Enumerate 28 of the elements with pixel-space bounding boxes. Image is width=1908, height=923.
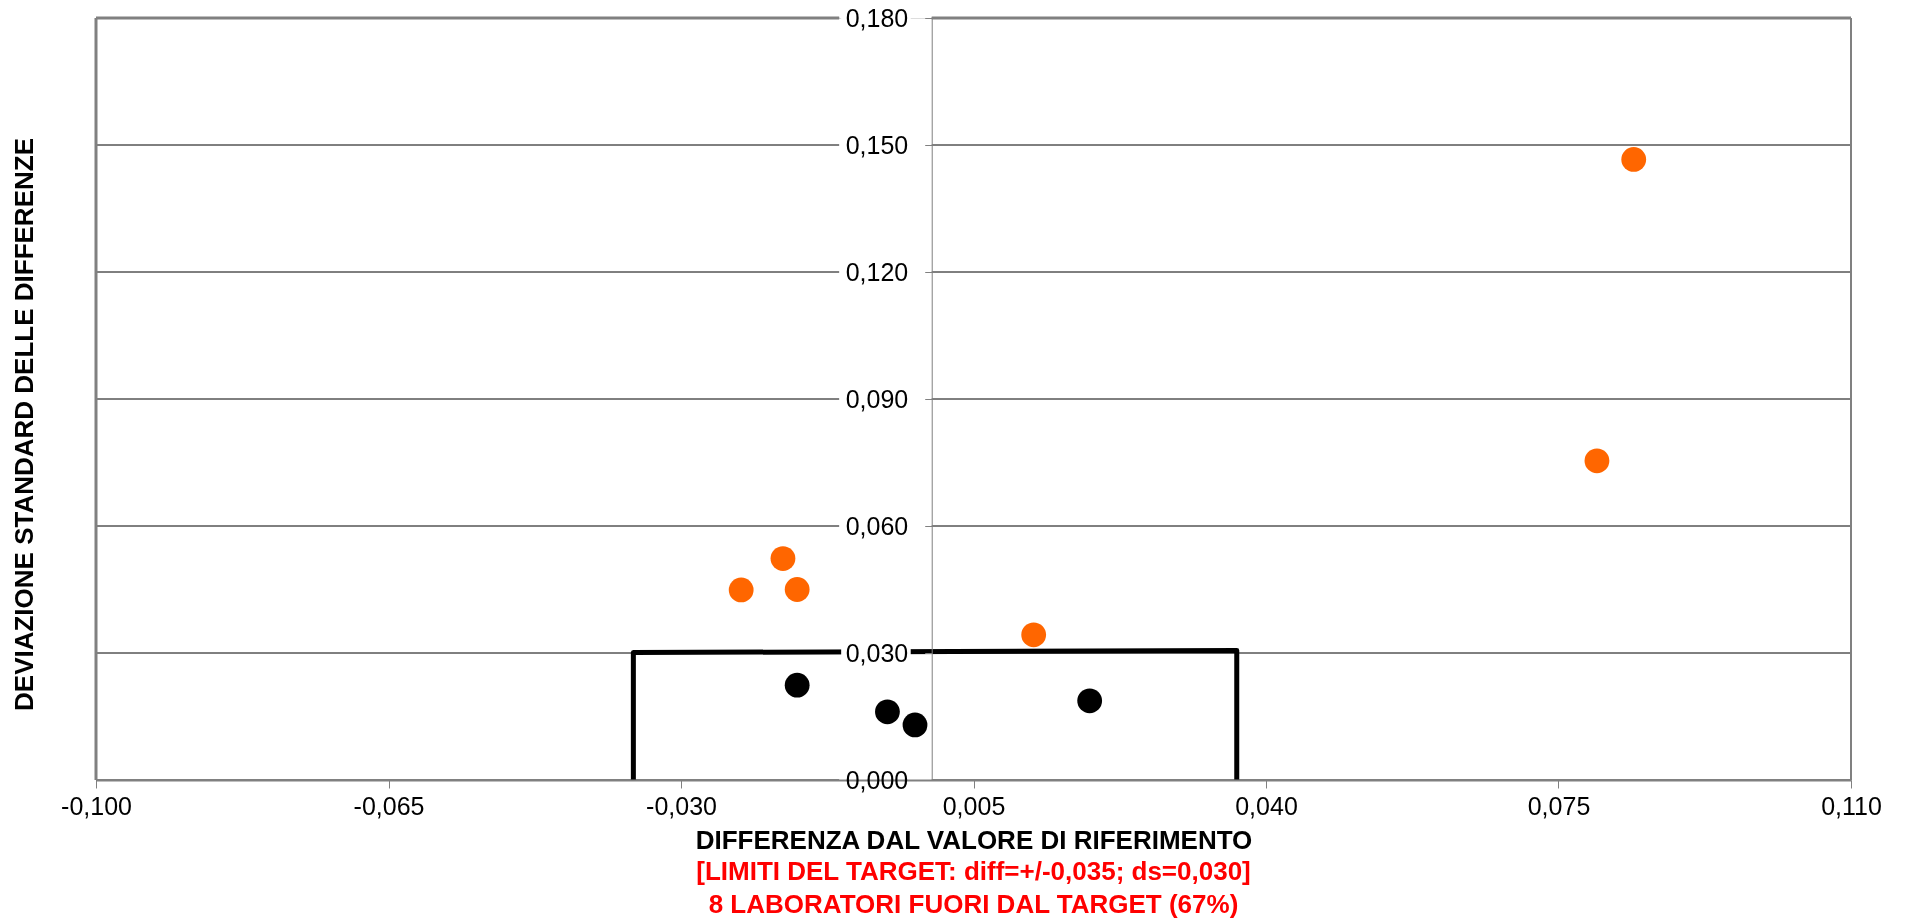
x-tick-label: -0,065 xyxy=(353,791,425,820)
y-axis-title: DEVIAZIONE STANDARD DELLE DIFFERENZE xyxy=(8,138,39,711)
point xyxy=(902,712,928,738)
point xyxy=(1077,688,1103,714)
point xyxy=(1584,448,1610,474)
x-tick-label: -0,100 xyxy=(61,791,132,820)
point xyxy=(784,672,810,698)
text: [LIMITI DEL TARGET: diff=+/-0,035; ds=0,030] xyxy=(696,856,1251,886)
point xyxy=(728,577,754,603)
x-axis-title: DIFFERENZA DAL VALORE DI RIFERIMENTO xyxy=(695,824,1253,855)
point xyxy=(1621,147,1647,172)
point xyxy=(784,577,810,602)
x-tick-label: 0,075 xyxy=(1527,791,1591,820)
x-tick-label: 0,110 xyxy=(1821,791,1882,820)
x-tick-label: 0,040 xyxy=(1235,791,1298,820)
point xyxy=(875,699,900,725)
y-tick-label: 0,180 xyxy=(845,3,909,32)
x-tick-label: -0,030 xyxy=(646,791,717,820)
point xyxy=(770,546,796,571)
point xyxy=(1021,622,1047,648)
x-tick-label: 0,005 xyxy=(942,791,1006,820)
y-tick-label: 0,120 xyxy=(845,257,909,286)
y-tick-label: 0,030 xyxy=(845,638,909,667)
y-tick-label: 0,150 xyxy=(845,130,909,159)
y-tick-label: 0,090 xyxy=(845,384,909,413)
y-tick-label: 0,060 xyxy=(845,511,909,540)
text: 8 LABORATORI FUORI DAL TARGET (67%) xyxy=(708,889,1239,919)
y-tick-label: 0,000 xyxy=(845,765,909,794)
